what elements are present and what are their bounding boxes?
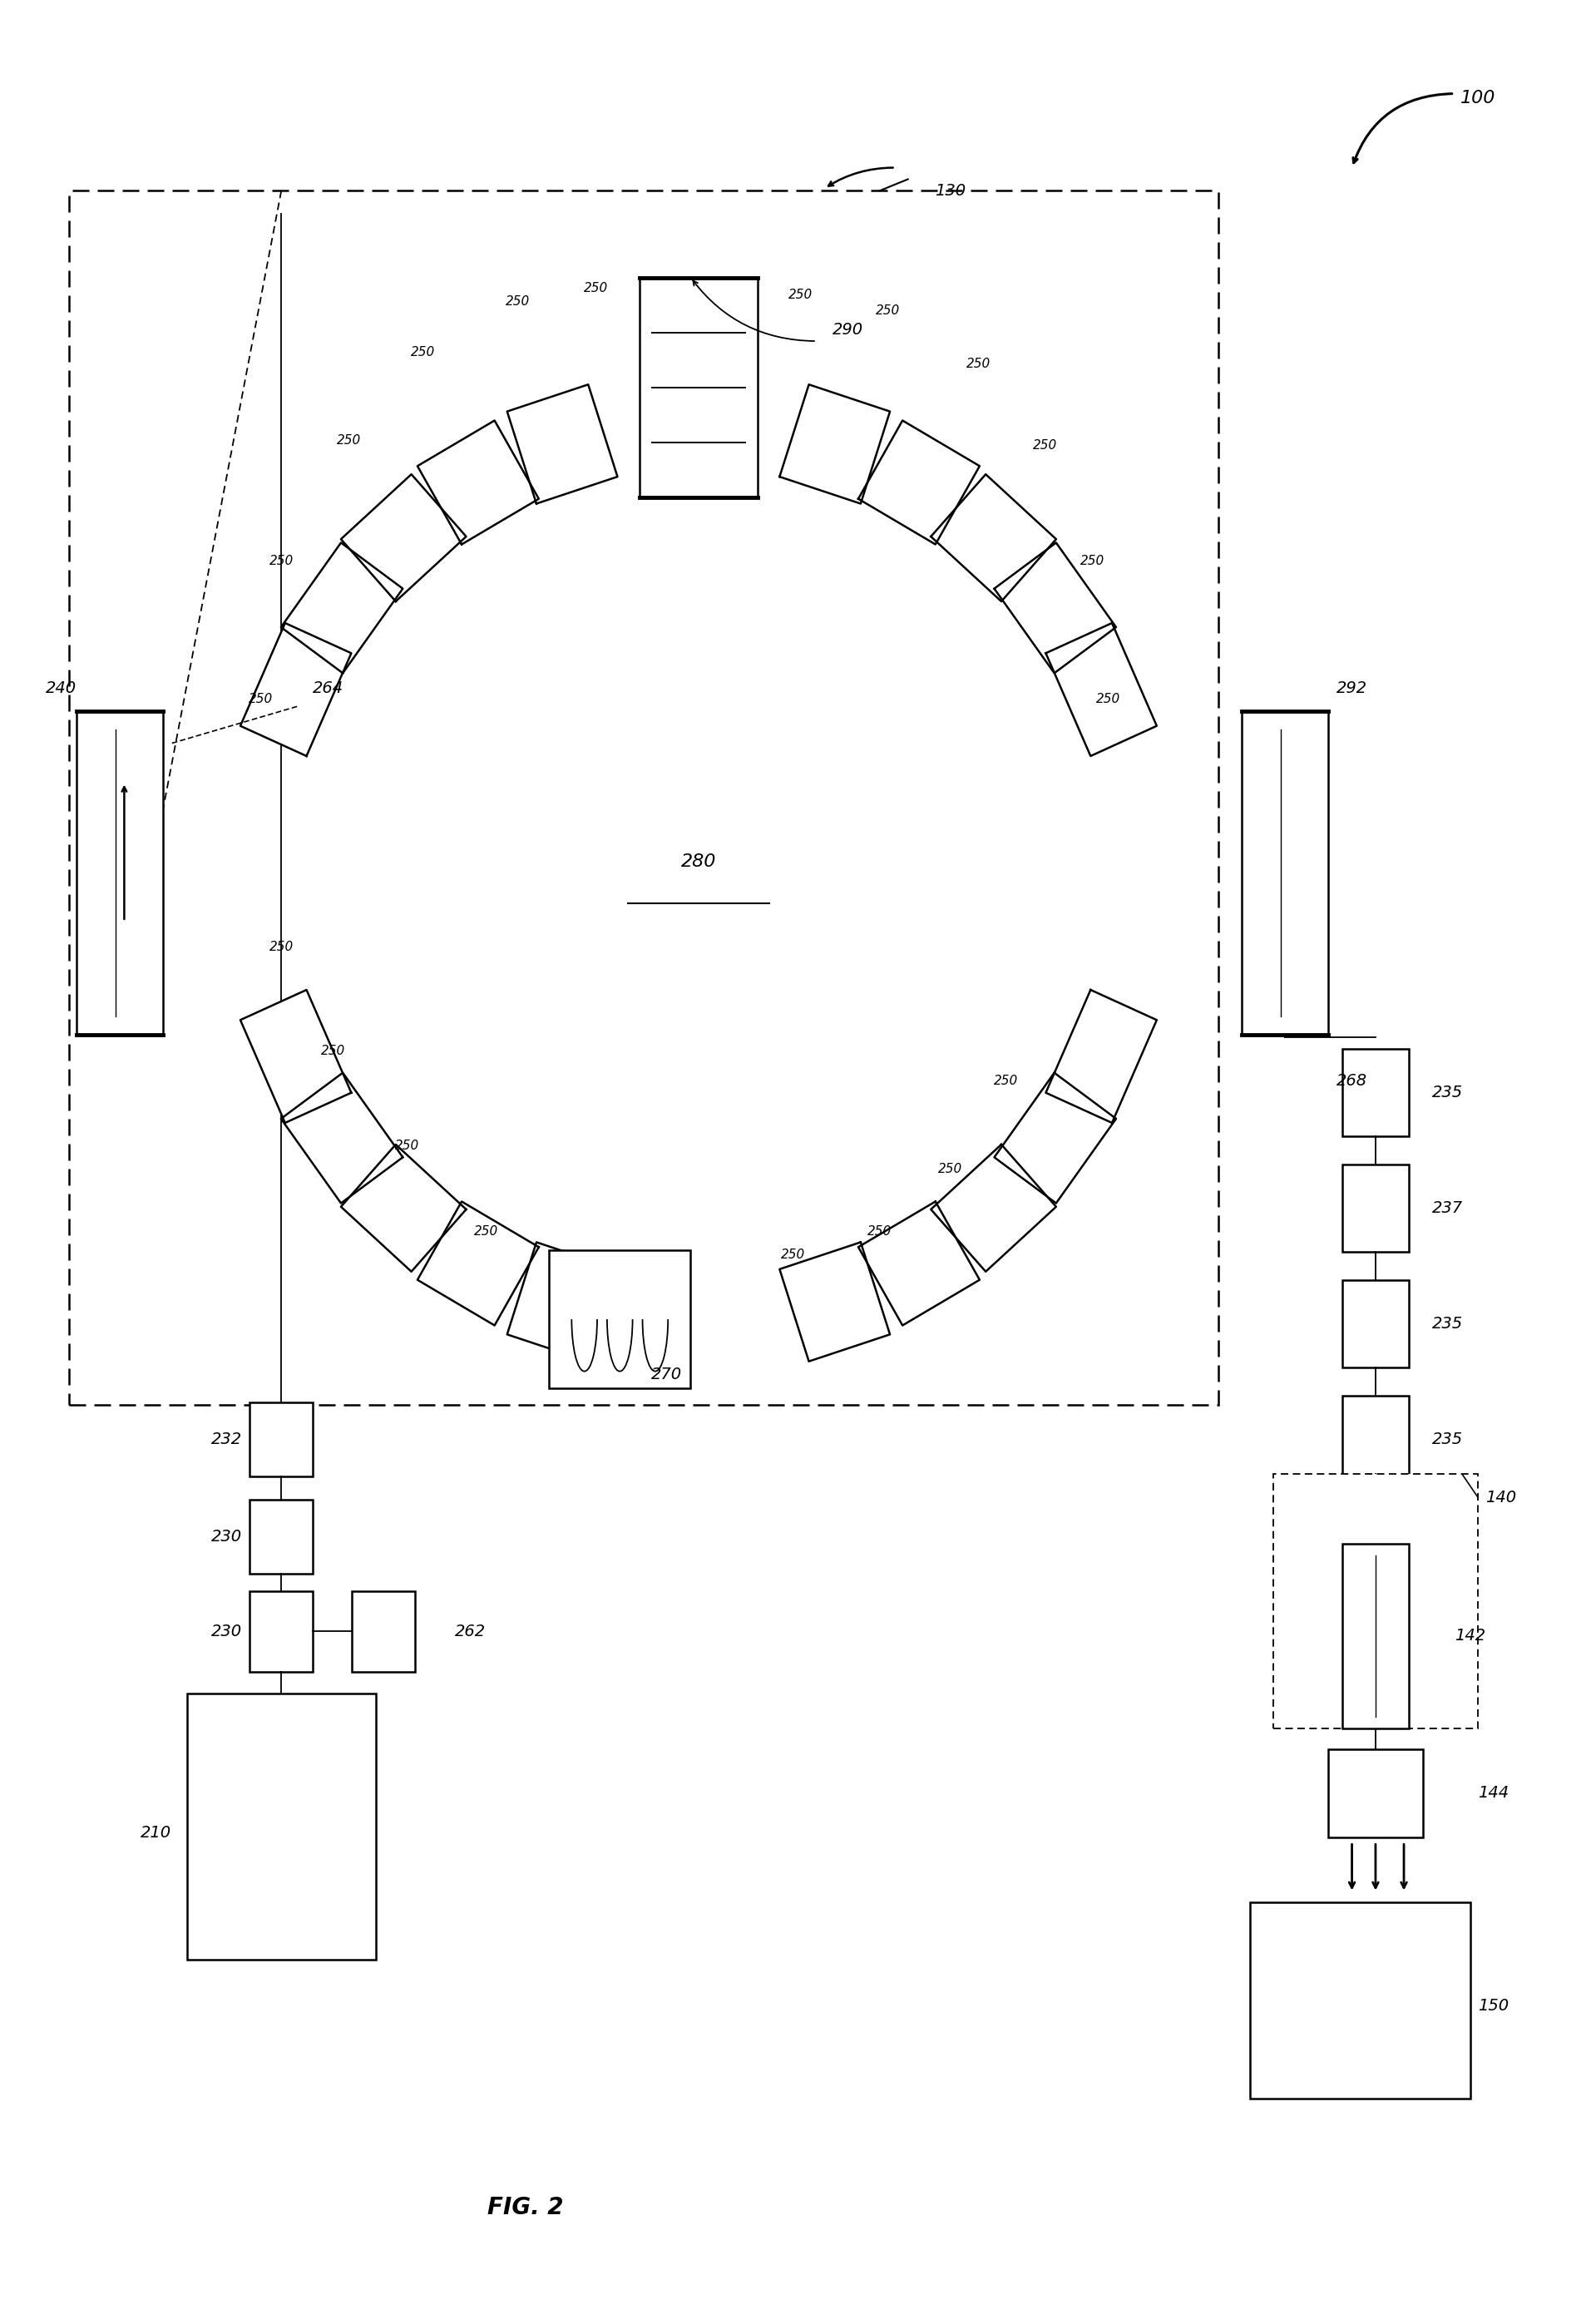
Polygon shape	[508, 1243, 617, 1362]
Polygon shape	[508, 383, 617, 504]
Bar	[1342, 1281, 1408, 1369]
Bar	[251, 1401, 312, 1476]
Text: 235: 235	[1432, 1085, 1464, 1102]
Text: 250: 250	[780, 1248, 806, 1260]
Bar	[1250, 1901, 1470, 2099]
Bar	[76, 711, 163, 1034]
Text: 250: 250	[1032, 439, 1058, 451]
Text: 150: 150	[1478, 1999, 1508, 2015]
Text: FIG. 2: FIG. 2	[487, 2196, 563, 2219]
Text: 232: 232	[211, 1432, 243, 1448]
Polygon shape	[780, 1243, 890, 1362]
Text: 140: 140	[1486, 1490, 1516, 1506]
Polygon shape	[281, 1074, 403, 1204]
Text: 230: 230	[211, 1624, 243, 1638]
Polygon shape	[241, 623, 351, 755]
Bar	[1342, 1394, 1408, 1483]
Text: 235: 235	[1432, 1315, 1464, 1332]
Polygon shape	[1045, 623, 1156, 755]
Text: 250: 250	[1096, 693, 1120, 706]
Text: 268: 268	[1335, 1074, 1367, 1090]
Bar	[1242, 711, 1329, 1034]
Text: 262: 262	[455, 1624, 485, 1638]
Text: 250: 250	[320, 1046, 346, 1057]
Text: 130: 130	[936, 184, 966, 198]
Text: 270: 270	[652, 1367, 682, 1383]
Polygon shape	[994, 1074, 1117, 1204]
Bar	[1329, 1750, 1423, 1838]
Bar	[1274, 1473, 1478, 1729]
Text: 292: 292	[1335, 681, 1367, 695]
Polygon shape	[341, 1143, 466, 1271]
Polygon shape	[858, 421, 980, 544]
Text: 250: 250	[1080, 555, 1104, 567]
Text: 235: 235	[1432, 1432, 1464, 1448]
Text: 250: 250	[249, 693, 273, 706]
Text: 250: 250	[270, 941, 293, 953]
Polygon shape	[1045, 990, 1156, 1122]
Text: 230: 230	[211, 1529, 243, 1545]
Polygon shape	[417, 421, 539, 544]
Text: 250: 250	[584, 281, 609, 295]
Bar	[1342, 1543, 1408, 1729]
Text: 142: 142	[1454, 1629, 1484, 1643]
Bar	[639, 277, 758, 497]
Polygon shape	[281, 544, 403, 674]
Text: 100: 100	[1461, 91, 1496, 107]
Polygon shape	[994, 544, 1117, 674]
Text: 290: 290	[833, 321, 863, 337]
Text: 250: 250	[270, 555, 293, 567]
Text: 210: 210	[140, 1824, 171, 1841]
Text: 250: 250	[336, 435, 362, 446]
Bar	[352, 1592, 416, 1671]
Polygon shape	[931, 474, 1056, 602]
Text: 240: 240	[46, 681, 76, 695]
Polygon shape	[341, 474, 466, 602]
Polygon shape	[417, 1202, 539, 1325]
Bar	[549, 1250, 690, 1390]
Polygon shape	[931, 1143, 1056, 1271]
Bar	[1342, 1164, 1408, 1253]
Text: 250: 250	[868, 1225, 891, 1239]
Text: 237: 237	[1432, 1202, 1464, 1215]
Bar	[251, 1499, 312, 1573]
Polygon shape	[780, 383, 890, 504]
Text: 250: 250	[875, 304, 899, 318]
Polygon shape	[858, 1202, 980, 1325]
Polygon shape	[241, 990, 351, 1122]
Text: 250: 250	[506, 295, 530, 309]
Text: 280: 280	[680, 853, 717, 869]
Text: 250: 250	[939, 1162, 963, 1176]
Text: 264: 264	[312, 681, 344, 695]
Text: 250: 250	[474, 1225, 498, 1239]
Text: 250: 250	[788, 288, 814, 302]
Text: 250: 250	[395, 1139, 419, 1153]
Bar	[251, 1592, 312, 1671]
Text: 144: 144	[1478, 1785, 1508, 1801]
Bar	[68, 191, 1218, 1404]
Text: 250: 250	[993, 1074, 1018, 1088]
Text: 250: 250	[966, 358, 991, 370]
Text: 250: 250	[411, 346, 435, 358]
Bar	[1342, 1048, 1408, 1136]
Bar	[187, 1694, 376, 1959]
